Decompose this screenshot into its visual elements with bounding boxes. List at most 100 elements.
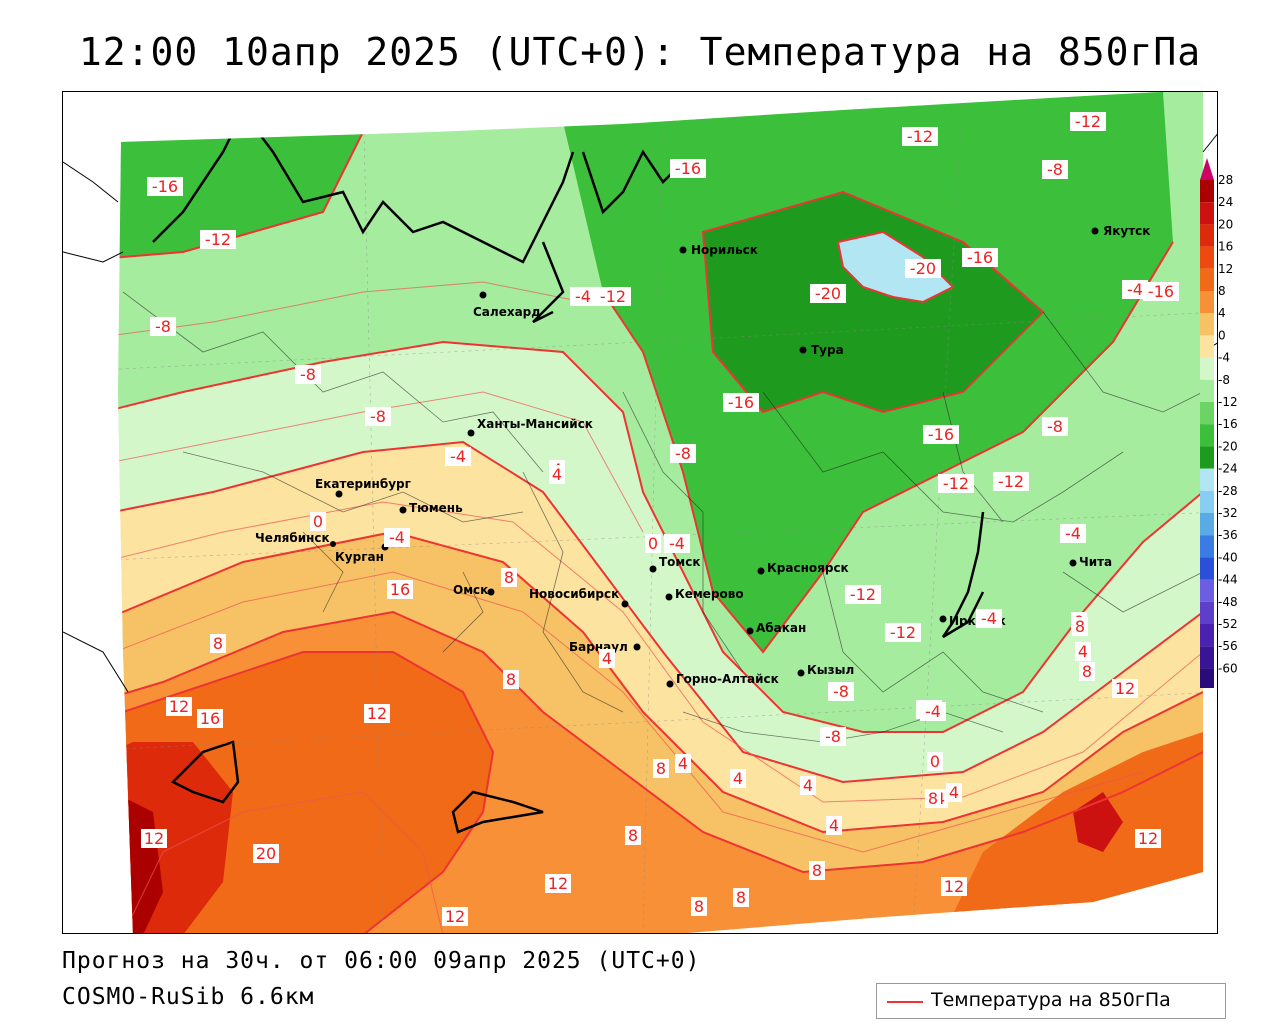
svg-text:Новосибирск: Новосибирск	[529, 587, 619, 601]
scale-tick-label: -24	[1218, 462, 1238, 476]
svg-text:-4: -4	[575, 287, 591, 306]
scale-swatch	[1200, 557, 1214, 580]
svg-text:0: 0	[313, 512, 323, 531]
city-tomsk[interactable]: Томск	[649, 555, 701, 573]
isotherm-label: -4	[570, 287, 596, 306]
svg-text:12: 12	[1115, 679, 1135, 698]
scale-swatch	[1200, 202, 1214, 225]
isotherm-labels: -16 -12 -8 -16 -12 -8 -12 -16 -20 -20 -16 -12 -4 -8 -8…	[141, 112, 1179, 926]
svg-text:-8: -8	[370, 407, 386, 426]
city-chita[interactable]: Чита	[1069, 555, 1113, 569]
svg-text:Чита: Чита	[1079, 555, 1112, 569]
scale-tick-label: -28	[1218, 484, 1238, 498]
scale-tick-label: -60	[1218, 661, 1238, 675]
scale-swatch	[1200, 601, 1214, 624]
scale-tick-label: 28	[1218, 173, 1233, 187]
city-khanty-mansiysk[interactable]: Ханты-Мансийск	[467, 417, 593, 437]
svg-text:-8: -8	[155, 317, 171, 336]
svg-text:8: 8	[1082, 662, 1092, 681]
scale-top-arrow	[1200, 158, 1214, 180]
isotherm-label: 4	[946, 783, 962, 802]
scale-tick-label: -20	[1218, 439, 1238, 453]
isotherm-label: 8	[925, 789, 941, 808]
svg-text:12: 12	[144, 829, 164, 848]
svg-text:Екатеринбург: Екатеринбург	[315, 477, 411, 491]
map-legend: Температура на 850гПа	[876, 983, 1226, 1019]
svg-text:-4: -4	[389, 528, 405, 547]
isotherm-label: 12	[442, 907, 468, 926]
legend-line-swatch	[887, 1001, 923, 1003]
svg-text:Курган: Курган	[335, 550, 384, 564]
scale-tick-label: 8	[1218, 284, 1226, 298]
svg-text:-8: -8	[300, 365, 316, 384]
city-chelyabinsk[interactable]: Челябинск	[255, 531, 336, 547]
isotherm-label: 4	[599, 649, 615, 668]
isotherm-label: -12	[845, 585, 881, 604]
svg-text:12: 12	[169, 697, 189, 716]
scale-swatch	[1200, 224, 1214, 247]
city-yakutsk[interactable]: Якутск	[1091, 224, 1151, 238]
svg-text:-4: -4	[1065, 524, 1081, 543]
city-norilsk[interactable]: Норильск	[679, 243, 758, 257]
svg-text:Челябинск: Челябинск	[255, 531, 330, 545]
svg-text:4: 4	[552, 465, 562, 484]
isotherm-label: -4	[920, 702, 946, 721]
isotherm-label: 4	[675, 754, 691, 773]
city-kyzyl[interactable]: Кызыл	[797, 663, 855, 677]
svg-text:Норильск: Норильск	[691, 243, 758, 257]
scale-swatch	[1200, 402, 1214, 425]
scale-swatch	[1200, 468, 1214, 491]
city-tyumen[interactable]: Тюмень	[399, 501, 464, 515]
svg-text:-16: -16	[967, 248, 993, 267]
scale-tick-label: 20	[1218, 217, 1233, 231]
city-salekhard[interactable]: Салехард	[473, 291, 541, 320]
color-scale: 28 24 20 16 12 8 4 0 -4 -8 -12 -16 -20 -24 -28 -32 -36 -4…	[1200, 158, 1280, 711]
svg-text:8: 8	[694, 897, 704, 916]
isotherm-label: -16	[723, 393, 759, 412]
city-kemerovo[interactable]: Кемерово	[665, 587, 744, 601]
isotherm-label: -16	[670, 159, 706, 178]
scale-swatch	[1200, 424, 1214, 447]
city-omsk[interactable]: Омск	[453, 583, 495, 597]
map-title: 12:00 10апр 2025 (UTC+0): Температура на…	[78, 30, 1202, 74]
scale-tick-label: -32	[1218, 506, 1238, 520]
scale-tick-label: -44	[1218, 573, 1238, 587]
scale-swatch	[1200, 291, 1214, 314]
isotherm-label: 8	[733, 888, 749, 907]
zone-plus12-east	[943, 732, 1203, 933]
isotherm-label: -16	[147, 177, 183, 196]
svg-text:16: 16	[200, 709, 220, 728]
svg-text:-4: -4	[925, 702, 941, 721]
city-abakan[interactable]: Абакан	[746, 621, 807, 635]
scale-swatch	[1200, 268, 1214, 291]
city-novosibirsk[interactable]: Новосибирск	[529, 587, 629, 608]
isotherm-label: -12	[200, 230, 236, 249]
svg-text:20: 20	[256, 844, 276, 863]
svg-text:4: 4	[1078, 642, 1088, 661]
scale-swatch	[1200, 313, 1214, 336]
svg-text:8: 8	[656, 759, 666, 778]
svg-text:8: 8	[736, 888, 746, 907]
svg-text:Тура: Тура	[811, 343, 844, 357]
svg-text:Тюмень: Тюмень	[409, 501, 463, 515]
isotherm-label: -16	[923, 425, 959, 444]
scale-swatch	[1200, 446, 1214, 469]
city-tura[interactable]: Тура	[799, 343, 844, 357]
isotherm-label: -8	[670, 444, 696, 463]
city-krasnoyarsk[interactable]: Красноярск	[757, 561, 849, 575]
svg-text:-12: -12	[943, 474, 969, 493]
isotherm-label: 8	[501, 568, 517, 587]
svg-text:8: 8	[504, 568, 514, 587]
city-gorno-altaysk[interactable]: Горно-Алтайск	[666, 672, 779, 688]
isotherm-label: 12	[941, 877, 967, 896]
city-ekaterinburg[interactable]: Екатеринбург	[315, 477, 411, 498]
isotherm-label: 8	[210, 634, 226, 653]
scale-swatch	[1200, 180, 1214, 203]
scale-tick-label: -52	[1218, 617, 1238, 631]
scale-swatch	[1200, 379, 1214, 402]
scale-tick-label: 0	[1218, 328, 1226, 342]
scale-tick-label: -8	[1218, 373, 1230, 387]
svg-text:4: 4	[949, 783, 959, 802]
forecast-info: Прогноз на 30ч. от 06:00 09апр 2025 (UTC…	[62, 948, 701, 974]
model-name: COSMO-RuSib 6.6км	[62, 984, 315, 1010]
